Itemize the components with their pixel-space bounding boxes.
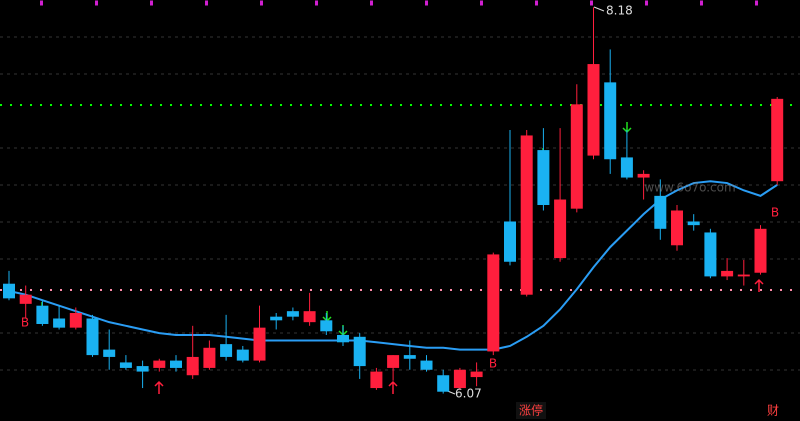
candle-body (186, 356, 199, 376)
candle-body (403, 355, 416, 359)
candle-body (604, 82, 617, 160)
candle-body (19, 294, 32, 304)
candle-body (370, 371, 383, 389)
candle-body (637, 173, 650, 178)
candle-body (537, 150, 550, 206)
candle-body (320, 320, 333, 332)
candle-body (504, 221, 516, 262)
buy-label: B (771, 206, 779, 220)
candle-body (687, 221, 700, 226)
candle-body (721, 270, 734, 277)
tag: 涨停 (519, 403, 543, 418)
tag: 财 (767, 404, 779, 418)
candle-body (203, 347, 216, 368)
buy-label: B (489, 357, 497, 371)
candle-body (620, 157, 633, 178)
candle-body (704, 232, 717, 277)
candle-body (86, 318, 99, 356)
candle-body (437, 375, 450, 392)
grid (0, 36, 800, 371)
candle-body (136, 366, 149, 372)
candle-body (470, 371, 483, 378)
candle-body (337, 334, 349, 343)
candle-body (153, 360, 166, 368)
candle-body (754, 228, 767, 273)
sell-arrows (37, 86, 632, 337)
candle-body (53, 318, 66, 328)
candle-body (270, 316, 283, 321)
low-label: 6.07 (455, 387, 482, 401)
tag-box (516, 402, 546, 419)
candle-body (103, 349, 116, 357)
candle-body (220, 344, 233, 357)
candle-body (253, 327, 266, 361)
candle-body (69, 313, 82, 328)
candle-body (453, 369, 466, 389)
high-label: 8.18 (606, 4, 633, 18)
candle-body (654, 195, 667, 229)
candle-body (353, 336, 366, 367)
candle-body (737, 274, 750, 277)
candle-body (170, 360, 182, 368)
buy-label: B (21, 316, 29, 330)
candle-body (387, 355, 400, 368)
candle-body (3, 283, 15, 299)
watermark: www.6o7o.com (644, 181, 735, 195)
candle-body (671, 210, 683, 246)
candle-body (303, 311, 316, 323)
candle-body (520, 135, 533, 295)
candle-body (487, 254, 500, 352)
candle-body (236, 349, 249, 361)
candle-body (587, 64, 600, 156)
candle-body (36, 305, 49, 324)
candle-body (420, 360, 433, 370)
high-pointer (593, 6, 605, 12)
candle-body (554, 199, 567, 259)
candle-body (119, 362, 132, 368)
candle-body (570, 104, 583, 209)
candle-body (771, 98, 784, 182)
buy-arrows (154, 278, 764, 394)
ma-line (8, 180, 778, 351)
candle-body (286, 311, 299, 317)
